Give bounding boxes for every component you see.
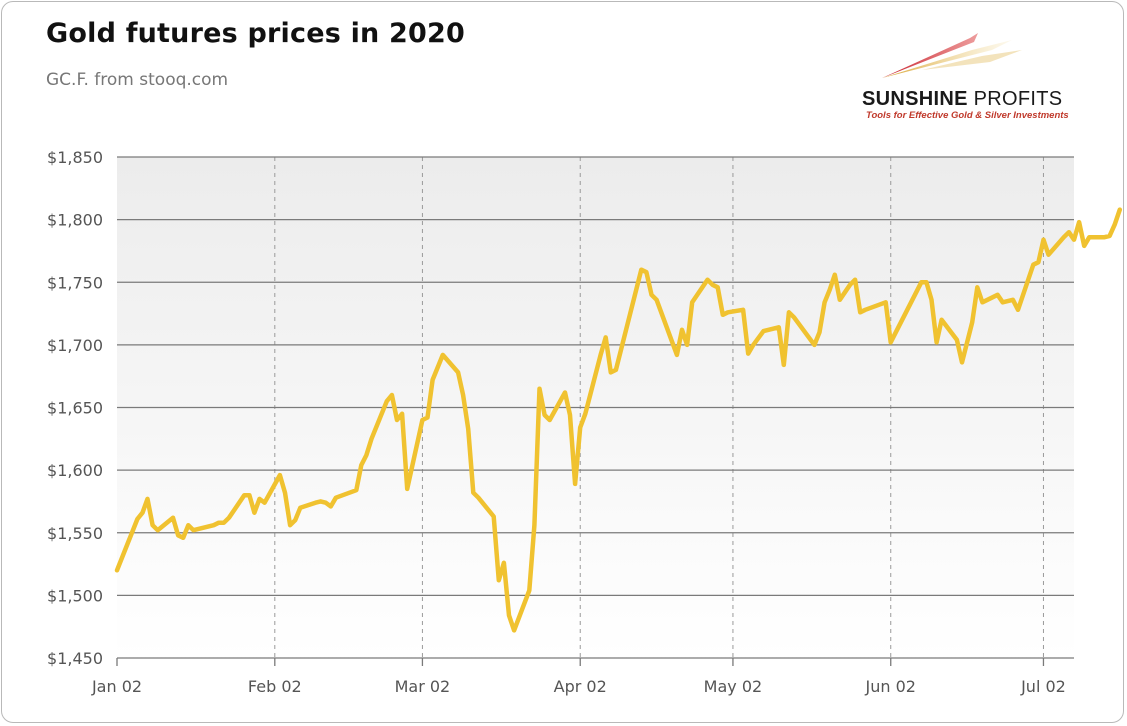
logo-gold-swoosh xyxy=(882,40,1012,78)
y-tick-label: $1,800 xyxy=(47,211,103,230)
x-axis-ticks xyxy=(116,658,1045,666)
y-tick-label: $1,850 xyxy=(47,148,103,167)
chart-title: Gold futures prices in 2020 xyxy=(46,18,465,49)
x-tick-label: May 02 xyxy=(704,677,763,696)
logo-tagline: Tools for Effective Gold & Silver Invest… xyxy=(866,110,1069,121)
chart-subtitle: GC.F. from stooq.com xyxy=(46,70,229,90)
sunshine-profits-logo: SUNSHINE PROFITS Tools for Effective Gol… xyxy=(862,28,1102,128)
x-tick-label: Feb 02 xyxy=(248,677,302,696)
horizontal-gridlines xyxy=(117,156,1074,659)
y-tick-label: $1,500 xyxy=(47,586,103,605)
y-tick-label: $1,600 xyxy=(47,461,103,480)
logo-swoosh-icon xyxy=(882,33,1022,78)
x-axis-labels: Jan 02 Feb 02 Mar 02 Apr 02 May 02 Jun 02 Jul … xyxy=(91,677,1066,696)
y-tick-label: $1,650 xyxy=(47,399,103,418)
y-tick-label: $1,450 xyxy=(47,649,103,668)
x-tick-label: Jul 02 xyxy=(1020,677,1066,696)
logo-light-swoosh xyxy=(922,50,1022,70)
x-tick-label: Jan 02 xyxy=(91,677,142,696)
gold-price-line xyxy=(114,207,1123,633)
logo-name-bold: SUNSHINE xyxy=(862,88,968,110)
x-tick-label: Apr 02 xyxy=(554,677,607,696)
series-layer xyxy=(114,207,1123,633)
y-tick-label: $1,700 xyxy=(47,336,103,355)
y-tick-label: $1,750 xyxy=(47,273,103,292)
x-tick-label: Mar 02 xyxy=(395,677,451,696)
x-tick-label: Jun 02 xyxy=(865,677,916,696)
logo-name: SUNSHINE PROFITS xyxy=(862,88,1062,111)
y-axis-labels: $1,450 $1,500 $1,550 $1,600 $1,650 $1,700 $1,7… xyxy=(47,148,103,668)
y-tick-label: $1,550 xyxy=(47,524,103,543)
logo-name-light: PROFITS xyxy=(967,88,1063,110)
